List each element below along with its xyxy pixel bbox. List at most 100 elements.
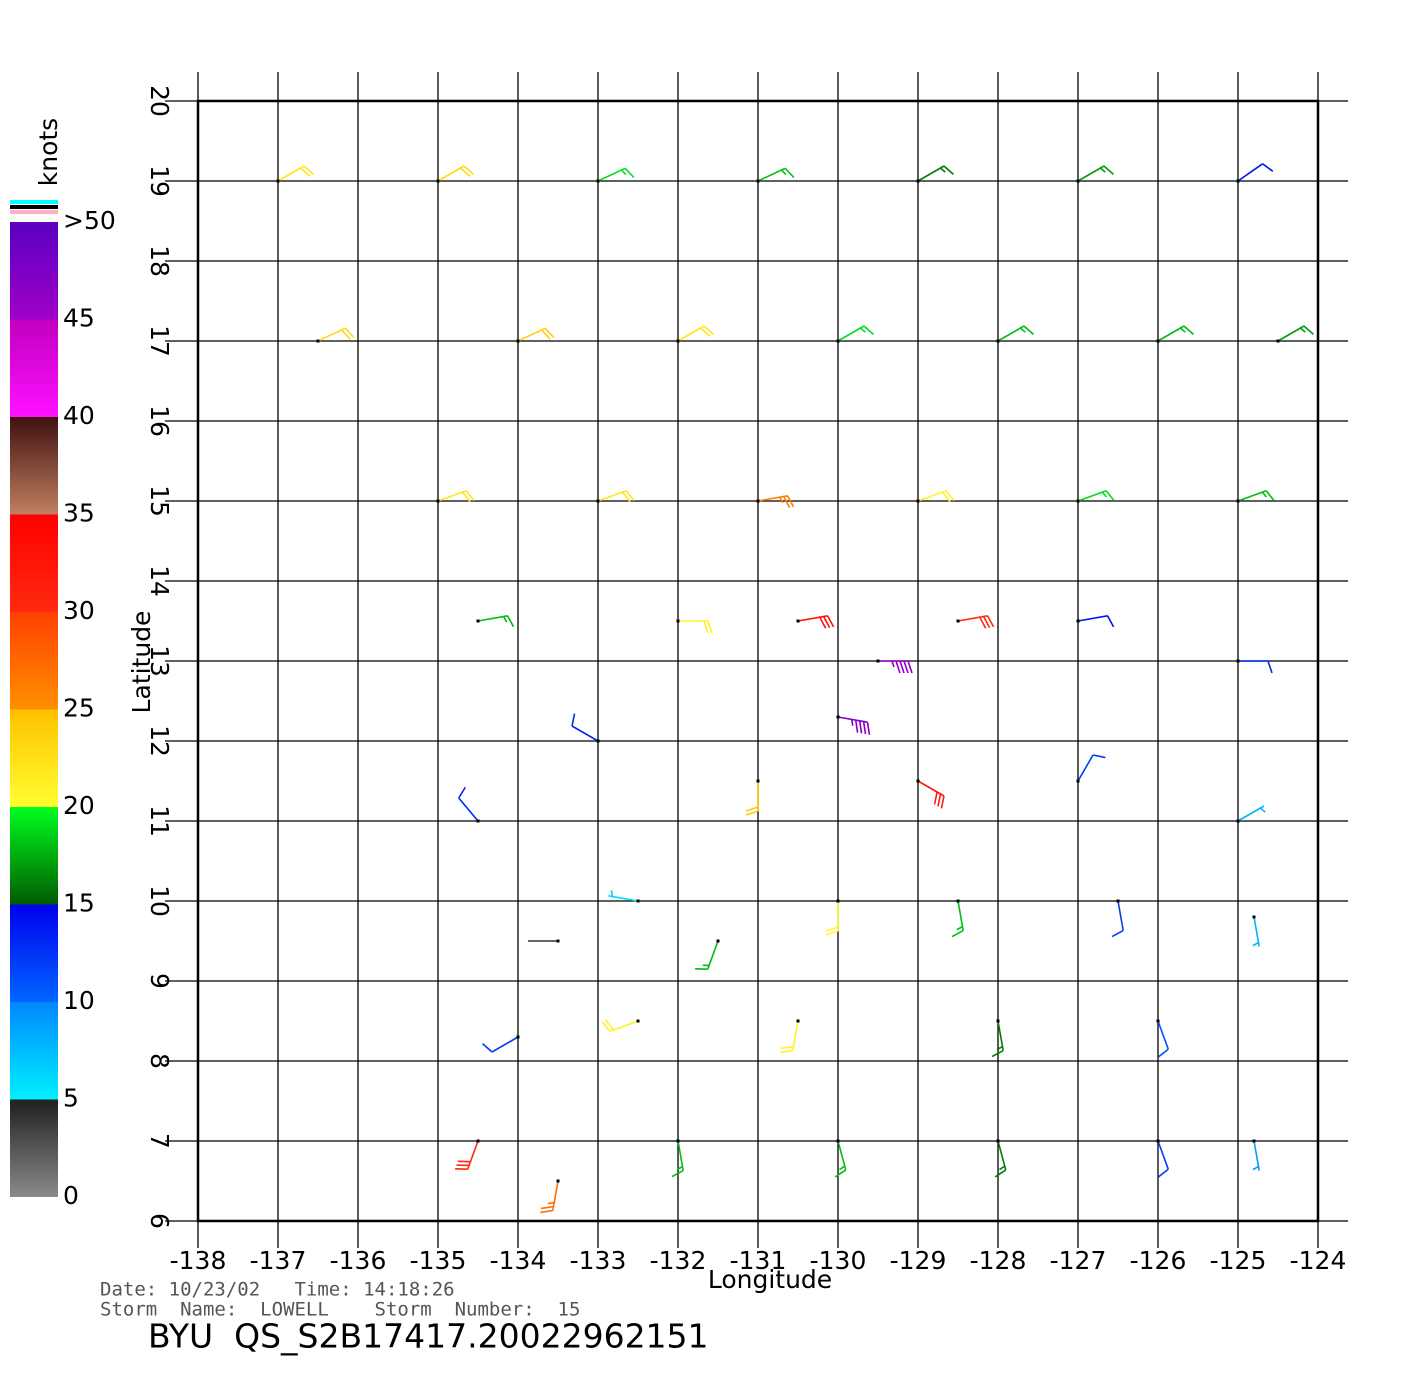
wind-barb <box>1111 900 1124 938</box>
colorbar-cap <box>10 210 58 214</box>
wind-barb <box>608 890 639 902</box>
barb-origin <box>1252 915 1256 919</box>
barb-origin <box>1236 499 1240 503</box>
barb-origin <box>836 899 840 903</box>
wind-barb <box>745 781 759 816</box>
wind-barb <box>1077 165 1114 182</box>
y-tick-label: 12 <box>145 725 174 757</box>
wind-barb <box>1077 754 1106 782</box>
barb-origin <box>876 659 880 663</box>
wind-barb <box>1077 489 1115 502</box>
storm-info: Storm Name: LOWELL Storm Number: 15 <box>100 1299 580 1321</box>
wind-barb <box>695 940 719 970</box>
y-axis-label: Latitude <box>127 611 156 714</box>
date-time: Date: 10/23/02 Time: 14:18:26 <box>100 1279 455 1301</box>
y-tick-label: 16 <box>145 405 174 437</box>
barb-origin <box>596 499 600 503</box>
x-tick-label: -132 <box>650 1246 707 1275</box>
barb-origin <box>1156 339 1160 343</box>
wind-barb <box>1252 1140 1260 1171</box>
wind-barb <box>780 1020 799 1054</box>
barb-origin <box>596 179 600 183</box>
barb-origin <box>516 339 520 343</box>
barb-origin <box>1236 659 1240 663</box>
wind-barb <box>671 1140 684 1178</box>
barb-origin <box>836 339 840 343</box>
y-tick-label: 20 <box>145 85 174 117</box>
barb-origin <box>916 499 920 503</box>
barb-origin <box>996 1139 1000 1143</box>
colorbar-band <box>10 904 58 1002</box>
x-tick-label: -128 <box>970 1246 1027 1275</box>
y-tick-label: 8 <box>145 1053 174 1069</box>
barb-origin <box>756 779 760 783</box>
y-tick-label: 11 <box>145 805 174 837</box>
barb-origin <box>436 179 440 183</box>
wind-barb <box>601 1019 639 1033</box>
barb-origin <box>676 1139 680 1143</box>
barb-origin <box>476 619 480 623</box>
wind-barb <box>477 615 515 628</box>
y-tick-label: 10 <box>145 885 174 917</box>
colorbar-band <box>10 514 58 612</box>
barb-origin <box>996 1019 1000 1023</box>
barb-origin <box>916 779 920 783</box>
wind-barb <box>917 165 954 182</box>
wind-barb <box>677 325 714 342</box>
barb-origin <box>836 715 840 719</box>
barb-origin <box>756 499 760 503</box>
barb-origin <box>676 619 680 623</box>
wind-barb <box>878 660 913 674</box>
wind-barb <box>797 615 835 629</box>
wind-barb <box>1238 660 1273 674</box>
wind-barb <box>917 780 945 809</box>
y-tick-label: 13 <box>145 645 174 677</box>
wind-barb <box>991 1020 1004 1058</box>
colorbar-cap <box>10 205 58 209</box>
x-tick-label: -124 <box>1290 1246 1347 1275</box>
wind-barb <box>1277 325 1314 342</box>
wind-barb <box>917 489 955 503</box>
colorbar-band <box>10 1002 58 1100</box>
wind-barb <box>317 327 355 342</box>
wind-barb <box>458 786 479 822</box>
wind-barb <box>837 325 874 342</box>
colorbar-band <box>10 417 58 515</box>
colorbar-tick-label: 20 <box>63 791 95 820</box>
wind-barb <box>1237 489 1275 502</box>
wind-barb <box>597 167 635 182</box>
barb-origin <box>1236 179 1240 183</box>
barb-origin <box>556 939 560 943</box>
barb-origin <box>1076 499 1080 503</box>
colorbar-tick-label: 30 <box>63 596 95 625</box>
barb-origin <box>636 899 640 903</box>
x-tick-label: -133 <box>570 1246 627 1275</box>
x-tick-label: -134 <box>490 1246 547 1275</box>
barb-origin <box>436 499 440 503</box>
barb-origin <box>716 939 720 943</box>
wind-barb <box>437 489 475 503</box>
barb-origin <box>316 339 320 343</box>
y-tick-label: 19 <box>145 165 174 197</box>
barb-origin <box>1156 1139 1160 1143</box>
wind-barb <box>455 1140 479 1170</box>
barb-origin <box>276 179 280 183</box>
plot-frame <box>196 99 1320 1223</box>
wind-barb <box>1157 325 1194 342</box>
x-tick-label: -129 <box>890 1246 947 1275</box>
colorbar-band <box>10 612 58 710</box>
y-tick-label: 18 <box>145 245 174 277</box>
barb-origin <box>796 1019 800 1023</box>
colorbar-tick-label: >50 <box>63 206 116 235</box>
y-tick-label: 15 <box>145 485 174 517</box>
wind-barb <box>437 165 474 182</box>
wind-barb <box>1237 163 1274 182</box>
barb-origin <box>956 619 960 623</box>
x-tick-label: -135 <box>410 1246 467 1275</box>
barb-origin <box>596 739 600 743</box>
colorbar-tick-label: 25 <box>63 694 95 723</box>
x-tick-label: -130 <box>810 1246 867 1275</box>
y-tick-label: 7 <box>145 1133 174 1149</box>
colorbar-tick-label: 5 <box>63 1084 79 1113</box>
barb-origin <box>516 1035 520 1039</box>
